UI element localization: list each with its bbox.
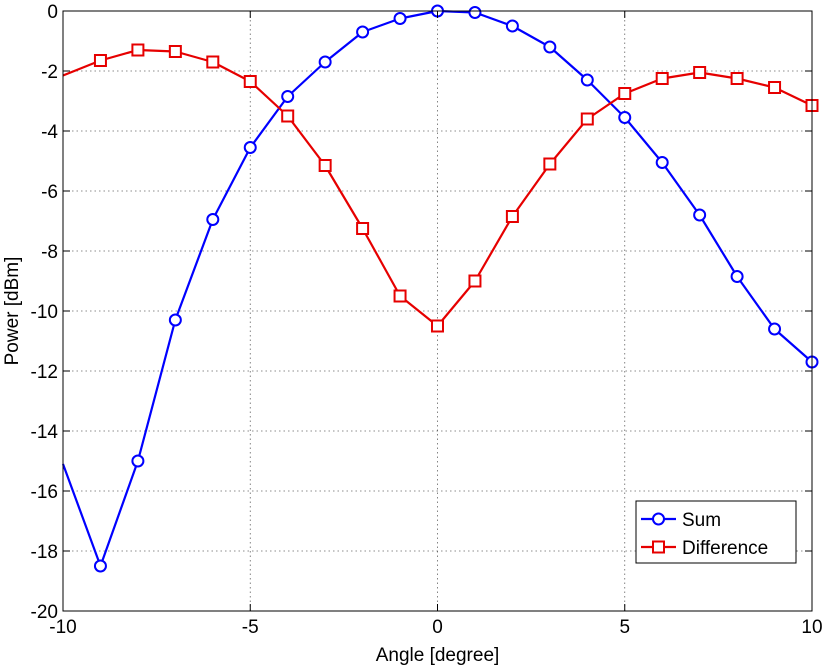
data-point-sum (206, 213, 220, 226)
y-tick-label: -2 (41, 62, 58, 83)
data-point-sum (168, 313, 182, 327)
x-tick-label: 0 (432, 617, 443, 638)
data-point-sum (131, 454, 145, 468)
data-point-difference (655, 72, 669, 85)
data-point-sum (393, 12, 407, 25)
legend-label: Difference (682, 538, 768, 559)
legend-label: Sum (682, 510, 721, 531)
legend: Sum Difference (635, 500, 797, 564)
data-point-difference (505, 210, 519, 223)
ticks (62, 10, 813, 612)
legend-items: Sum Difference (641, 510, 768, 559)
data-point-difference (131, 43, 145, 57)
data-point-difference (431, 319, 444, 333)
grid (63, 11, 812, 611)
data-point-difference (168, 45, 182, 58)
data-point-sum (580, 73, 594, 87)
data-point-difference (768, 81, 782, 94)
data-point-difference (243, 75, 257, 88)
data-point-difference (318, 159, 332, 172)
legend-marker (652, 540, 665, 554)
data-point-sum (356, 25, 370, 39)
data-point-sum (618, 111, 632, 124)
series-layer (61, 4, 819, 573)
data-point-difference (618, 87, 632, 100)
data-point-sum (693, 208, 707, 222)
data-point-sum (468, 6, 482, 19)
y-tick-label: -20 (31, 602, 58, 623)
data-point-sum (730, 270, 744, 283)
x-axis-label: Angle [degree] (376, 645, 500, 666)
data-point-difference (580, 112, 594, 126)
data-point-sum (243, 141, 257, 154)
data-point-sum (543, 40, 557, 54)
data-point-difference (543, 157, 557, 171)
data-point-sum (93, 559, 107, 573)
data-point-sum (318, 55, 332, 69)
y-tick-label: 0 (47, 2, 58, 23)
tick-labels: -10 -5 0 5 10 0 -2 -4 -6 -8 -10 -12 -14 -16 -18 -20 (31, 2, 823, 638)
series-difference (62, 43, 819, 333)
y-tick-label: -14 (31, 422, 59, 443)
data-point-sum (655, 156, 669, 169)
series-line-sum (61, 9, 813, 568)
y-tick-label: -8 (41, 242, 58, 263)
data-point-difference (393, 289, 407, 303)
data-point-difference (730, 72, 744, 85)
series-sum (61, 4, 819, 573)
y-tick-label: -10 (31, 302, 58, 323)
data-point-difference (93, 54, 107, 67)
y-tick-label: -6 (41, 182, 58, 203)
data-point-difference (206, 55, 220, 69)
y-tick-label: -12 (31, 362, 58, 383)
x-tick-label: -5 (242, 617, 259, 638)
data-point-difference (468, 274, 482, 288)
y-axis-label: Power [dBm] (2, 257, 23, 366)
x-tick-label: -10 (49, 617, 76, 638)
x-tick-label: 5 (619, 617, 630, 638)
data-point-sum (505, 19, 519, 33)
y-tick-label: -18 (31, 542, 58, 563)
y-tick-label: -16 (31, 482, 58, 503)
y-tick-label: -4 (41, 122, 58, 143)
data-point-difference (693, 66, 707, 79)
data-point-sum (281, 90, 295, 103)
data-point-difference (281, 109, 295, 123)
data-point-sum (768, 322, 782, 336)
legend-marker (652, 512, 665, 526)
x-tick-label: 10 (801, 617, 822, 638)
data-point-difference (356, 222, 370, 235)
